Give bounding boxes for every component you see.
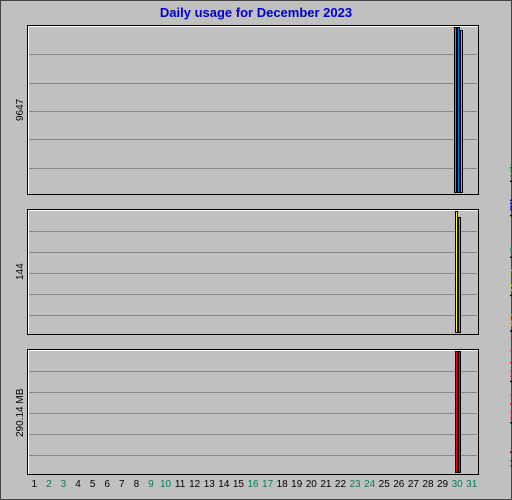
gridline bbox=[29, 315, 477, 316]
gridline bbox=[29, 434, 477, 435]
x-tick: 17 bbox=[262, 479, 273, 490]
gridline bbox=[29, 54, 477, 55]
gridline bbox=[29, 231, 477, 232]
x-tick: 22 bbox=[335, 479, 346, 490]
gridline bbox=[29, 392, 477, 393]
x-tick: 18 bbox=[277, 479, 288, 490]
gridline bbox=[29, 273, 477, 274]
gridline bbox=[29, 83, 477, 84]
panel-1 bbox=[27, 209, 479, 335]
gridline bbox=[29, 111, 477, 112]
x-tick: 1 bbox=[32, 479, 38, 490]
x-tick: 15 bbox=[233, 479, 244, 490]
x-tick: 5 bbox=[90, 479, 96, 490]
y-axis-label: 144 bbox=[15, 264, 26, 281]
x-tick: 12 bbox=[189, 479, 200, 490]
x-tick: 23 bbox=[350, 479, 361, 490]
panel-0 bbox=[27, 25, 479, 195]
y-axis-label: 9647 bbox=[15, 99, 26, 121]
panel-2 bbox=[27, 349, 479, 475]
x-tick: 14 bbox=[218, 479, 229, 490]
gridline bbox=[29, 413, 477, 414]
x-tick: 21 bbox=[320, 479, 331, 490]
y-axis-label: 290.14 MB bbox=[15, 388, 26, 436]
data-bar bbox=[458, 351, 461, 473]
x-tick: 10 bbox=[160, 479, 171, 490]
x-tick: 26 bbox=[393, 479, 404, 490]
x-tick: 25 bbox=[379, 479, 390, 490]
x-tick: 3 bbox=[61, 479, 67, 490]
x-tick: 19 bbox=[291, 479, 302, 490]
gridline bbox=[29, 252, 477, 253]
x-tick: 29 bbox=[437, 479, 448, 490]
x-tick: 2 bbox=[46, 479, 52, 490]
x-tick: 8 bbox=[134, 479, 140, 490]
x-tick: 27 bbox=[408, 479, 419, 490]
data-bar bbox=[460, 30, 463, 193]
x-tick: 13 bbox=[204, 479, 215, 490]
x-tick: 7 bbox=[119, 479, 125, 490]
x-tick: 20 bbox=[306, 479, 317, 490]
x-tick: 31 bbox=[466, 479, 477, 490]
chart-title: Daily usage for December 2023 bbox=[1, 5, 511, 20]
x-tick: 16 bbox=[247, 479, 258, 490]
x-tick: 28 bbox=[422, 479, 433, 490]
x-tick: 30 bbox=[452, 479, 463, 490]
x-tick: 11 bbox=[175, 479, 185, 490]
gridline bbox=[29, 294, 477, 295]
data-bar bbox=[458, 217, 461, 333]
x-tick: 24 bbox=[364, 479, 375, 490]
plot-area: 1234567891011121314151617181920212223242… bbox=[27, 25, 479, 475]
x-tick: 9 bbox=[148, 479, 154, 490]
x-tick: 6 bbox=[104, 479, 110, 490]
gridline bbox=[29, 168, 477, 169]
x-axis: 1234567891011121314151617181920212223242… bbox=[27, 479, 479, 499]
gridline bbox=[29, 139, 477, 140]
chart-container: Daily usage for December 2023 1234567891… bbox=[0, 0, 512, 500]
gridline bbox=[29, 455, 477, 456]
x-tick: 4 bbox=[75, 479, 81, 490]
gridline bbox=[29, 371, 477, 372]
